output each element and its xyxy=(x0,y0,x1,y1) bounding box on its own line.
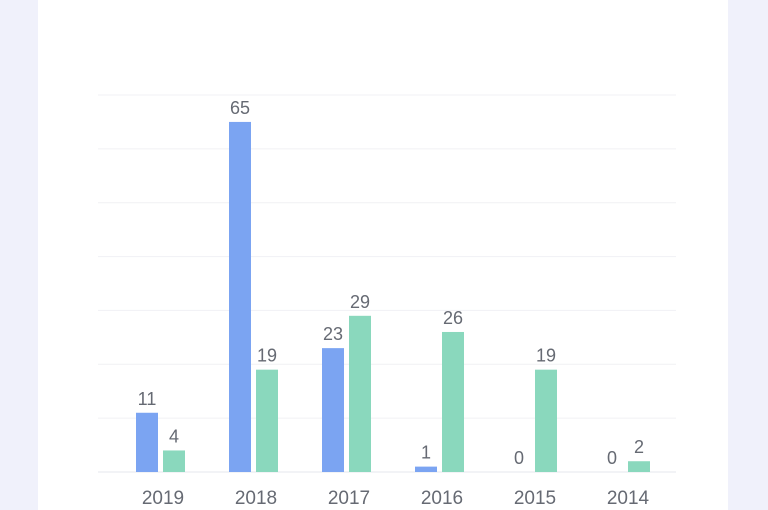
x-tick-label-2017: 2017 xyxy=(328,488,370,509)
bar-series-1-2016 xyxy=(415,466,437,472)
bar-series-2-2019 xyxy=(163,450,185,472)
data-label-series-2-2015: 19 xyxy=(536,346,556,366)
data-label-series-1-2014: 0 xyxy=(607,448,617,468)
bar-series-2-2015 xyxy=(535,369,557,472)
data-label-series-1-2018: 65 xyxy=(230,98,250,118)
bar-series-2-2016 xyxy=(442,331,464,472)
x-tick-label-2015: 2015 xyxy=(514,488,556,509)
x-tick-label-2018: 2018 xyxy=(235,488,277,509)
data-label-series-1-2019: 11 xyxy=(138,389,157,409)
x-axis-ticks: 2019 2018 2017 2016 2015 2014 xyxy=(142,488,650,509)
data-label-series-2-2017: 29 xyxy=(350,292,370,312)
bars xyxy=(136,121,650,472)
data-label-series-1-2015: 0 xyxy=(514,448,524,468)
bar-series-1-2017 xyxy=(322,348,344,472)
data-label-series-2-2016: 26 xyxy=(443,308,463,328)
bar-series-2-2018 xyxy=(256,369,278,472)
bar-series-2-2017 xyxy=(349,315,371,472)
chart-card: 11 4 65 19 23 29 1 26 0 19 0 2 2019 2018 2017 2016 2015… xyxy=(38,0,728,510)
data-label-series-2-2014: 2 xyxy=(634,437,644,457)
x-tick-label-2014: 2014 xyxy=(607,488,650,509)
bar-series-1-2019 xyxy=(136,412,158,472)
x-tick-label-2019: 2019 xyxy=(142,488,184,509)
data-label-series-1-2017: 23 xyxy=(323,324,343,344)
x-tick-label-2016: 2016 xyxy=(421,488,463,509)
bar-series-2-2014 xyxy=(628,461,650,472)
bar-series-1-2018 xyxy=(229,121,251,472)
data-label-series-2-2019: 4 xyxy=(169,426,179,446)
data-label-series-2-2018: 19 xyxy=(257,346,277,366)
data-label-series-1-2016: 1 xyxy=(421,443,431,463)
gridlines xyxy=(98,94,676,473)
